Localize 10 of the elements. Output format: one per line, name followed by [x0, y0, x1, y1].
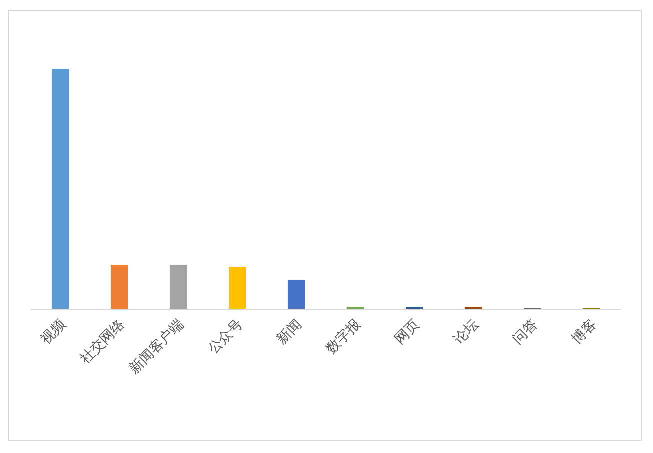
x-tick-label: 问答: [510, 316, 542, 348]
x-tick-label: 数字报: [323, 316, 364, 358]
x-tick-label: 新闻: [274, 316, 306, 348]
x-tick-label: 新闻客户端: [126, 316, 188, 378]
x-tick-label: 公众号: [205, 316, 246, 358]
x-tick-label: 视频: [38, 316, 70, 348]
x-tick-label: 论坛: [451, 316, 482, 348]
x-tick-label: 博客: [569, 316, 600, 348]
x-tick-label: 网页: [392, 317, 424, 348]
x-tick-label: 社交网络: [77, 316, 128, 368]
